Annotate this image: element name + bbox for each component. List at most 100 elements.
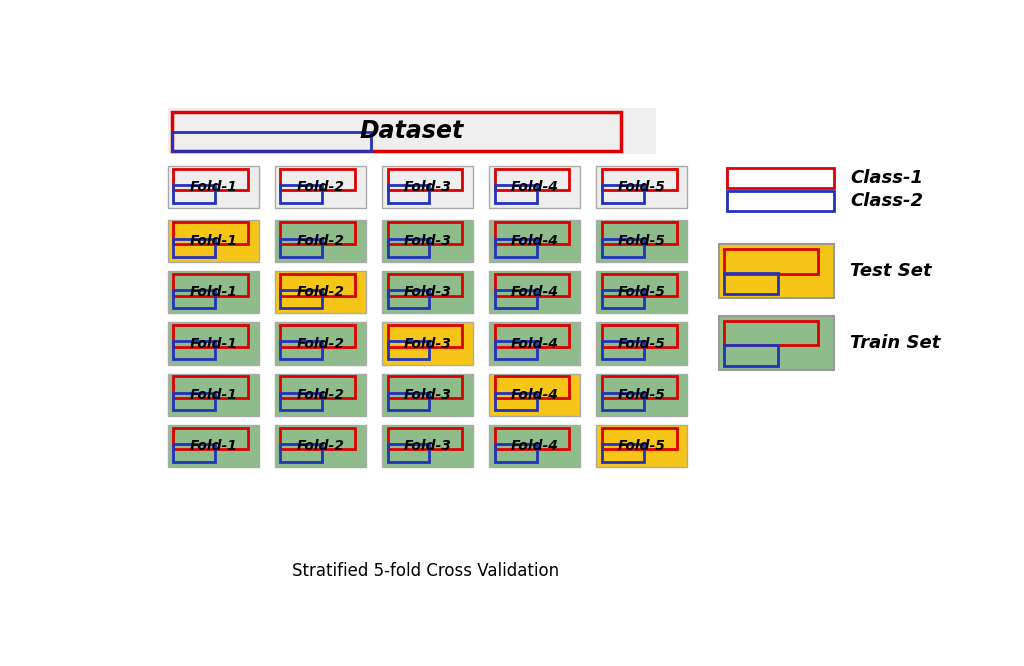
Text: Class-1: Class-1 (850, 169, 924, 187)
Text: Fold-3: Fold-3 (403, 180, 452, 194)
Text: Fold-5: Fold-5 (617, 180, 666, 194)
Text: Fold-3: Fold-3 (403, 388, 452, 402)
Text: Fold-4: Fold-4 (511, 388, 559, 402)
Bar (596, 271, 687, 313)
Bar (281, 342, 323, 359)
Bar (495, 168, 569, 190)
Text: Fold-1: Fold-1 (189, 180, 238, 194)
Bar (281, 428, 355, 450)
Text: Fold-4: Fold-4 (511, 439, 559, 453)
Bar (274, 425, 367, 467)
Bar (382, 271, 473, 313)
Bar (281, 222, 355, 244)
Bar (495, 239, 537, 256)
Bar (387, 393, 429, 410)
Text: Fold-4: Fold-4 (511, 336, 559, 350)
Bar (602, 428, 677, 450)
Bar (274, 166, 367, 208)
Bar (387, 428, 463, 450)
Text: Fold-4: Fold-4 (511, 180, 559, 194)
Bar (173, 222, 248, 244)
Bar (274, 322, 367, 364)
Text: Fold-2: Fold-2 (297, 180, 344, 194)
Bar (602, 185, 644, 202)
Bar (387, 239, 429, 256)
Bar (281, 185, 323, 202)
Text: Fold-3: Fold-3 (403, 439, 452, 453)
Bar (596, 322, 687, 364)
Text: Fold-3: Fold-3 (403, 336, 452, 350)
Bar (719, 316, 835, 370)
Bar (596, 166, 687, 208)
Text: Fold-5: Fold-5 (617, 336, 666, 350)
Text: Train Set: Train Set (850, 334, 941, 352)
Bar (173, 325, 248, 347)
Bar (172, 133, 371, 151)
Text: Fold-5: Fold-5 (617, 285, 666, 299)
Text: Fold-2: Fold-2 (297, 439, 344, 453)
Bar (387, 168, 463, 190)
Bar (274, 220, 367, 262)
Text: Fold-2: Fold-2 (297, 388, 344, 402)
Bar (281, 376, 355, 398)
Bar (168, 425, 259, 467)
Bar (489, 374, 581, 416)
Bar (281, 325, 355, 347)
Text: Stratified 5-fold Cross Validation: Stratified 5-fold Cross Validation (292, 562, 559, 580)
Bar (596, 220, 687, 262)
Bar (495, 342, 537, 359)
Bar (382, 425, 473, 467)
Text: Fold-1: Fold-1 (189, 388, 238, 402)
Bar (168, 322, 259, 364)
Bar (173, 393, 215, 410)
Bar (281, 239, 323, 256)
Bar (387, 325, 463, 347)
Text: Fold-5: Fold-5 (617, 439, 666, 453)
Bar (495, 376, 569, 398)
Bar (602, 444, 644, 462)
Bar (387, 274, 463, 296)
Bar (168, 271, 259, 313)
Bar (274, 271, 367, 313)
Bar (173, 376, 248, 398)
Bar (173, 185, 215, 202)
Text: Fold-4: Fold-4 (511, 234, 559, 248)
Bar (173, 428, 248, 450)
Bar (172, 112, 621, 151)
Text: Fold-4: Fold-4 (511, 285, 559, 299)
Bar (724, 320, 818, 346)
Text: Fold-2: Fold-2 (297, 336, 344, 350)
Bar (727, 191, 835, 210)
Bar (387, 185, 429, 202)
Bar (602, 393, 644, 410)
Bar (489, 166, 581, 208)
Bar (495, 222, 569, 244)
Text: Class-2: Class-2 (850, 192, 924, 210)
Bar (719, 244, 835, 298)
Bar (724, 249, 818, 274)
Bar (281, 444, 323, 462)
Bar (168, 108, 655, 155)
Text: Fold-5: Fold-5 (617, 234, 666, 248)
Bar (602, 274, 677, 296)
Bar (168, 374, 259, 416)
Bar (281, 290, 323, 308)
Bar (495, 393, 537, 410)
Bar (489, 425, 581, 467)
Bar (382, 220, 473, 262)
Bar (387, 222, 463, 244)
Text: Fold-3: Fold-3 (403, 234, 452, 248)
Bar (281, 393, 323, 410)
Bar (173, 274, 248, 296)
Text: Fold-1: Fold-1 (189, 285, 238, 299)
Bar (602, 239, 644, 256)
Bar (489, 271, 581, 313)
Bar (382, 374, 473, 416)
Bar (173, 342, 215, 359)
Bar (173, 290, 215, 308)
Text: Fold-1: Fold-1 (189, 234, 238, 248)
Bar (602, 342, 644, 359)
Bar (168, 166, 259, 208)
Text: Fold-5: Fold-5 (617, 388, 666, 402)
Bar (727, 168, 835, 188)
